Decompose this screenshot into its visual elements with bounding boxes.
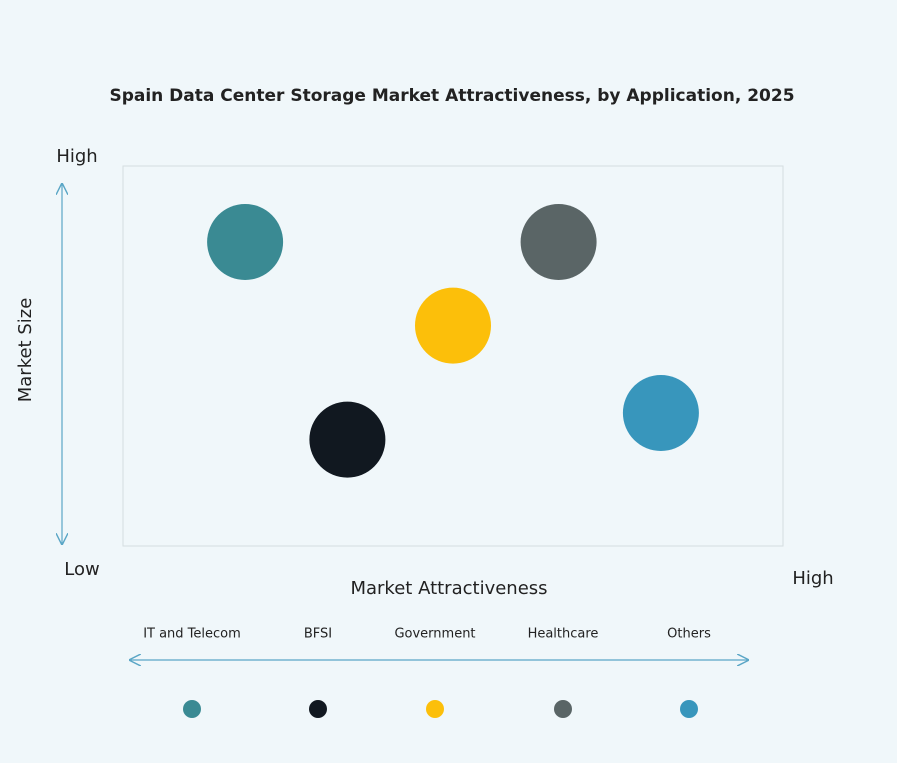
- bubble: [520, 204, 597, 280]
- legend-marker: [183, 700, 201, 718]
- bubble: [415, 287, 491, 364]
- y-axis-title: Market Size: [15, 298, 36, 403]
- legend-label: Healthcare: [528, 627, 599, 642]
- bubble: [622, 375, 699, 451]
- legend-marker: [426, 700, 444, 718]
- legend-label: Government: [394, 627, 475, 642]
- x-axis-title: Market Attractiveness: [350, 578, 547, 599]
- low-label: Low: [64, 559, 99, 580]
- legend-label: BFSI: [304, 627, 332, 642]
- legend-marker: [309, 700, 327, 718]
- chart-title: Spain Data Center Storage Market Attract…: [109, 86, 794, 106]
- plot-area: [122, 165, 784, 547]
- legend-label: Others: [667, 627, 711, 642]
- legend-marker: [554, 700, 572, 718]
- y-high-label: High: [56, 146, 97, 167]
- bubble: [207, 204, 284, 280]
- x-high-label: High: [792, 568, 833, 589]
- bubble: [309, 401, 386, 478]
- legend-label: IT and Telecom: [143, 627, 241, 642]
- legend-marker: [680, 700, 698, 718]
